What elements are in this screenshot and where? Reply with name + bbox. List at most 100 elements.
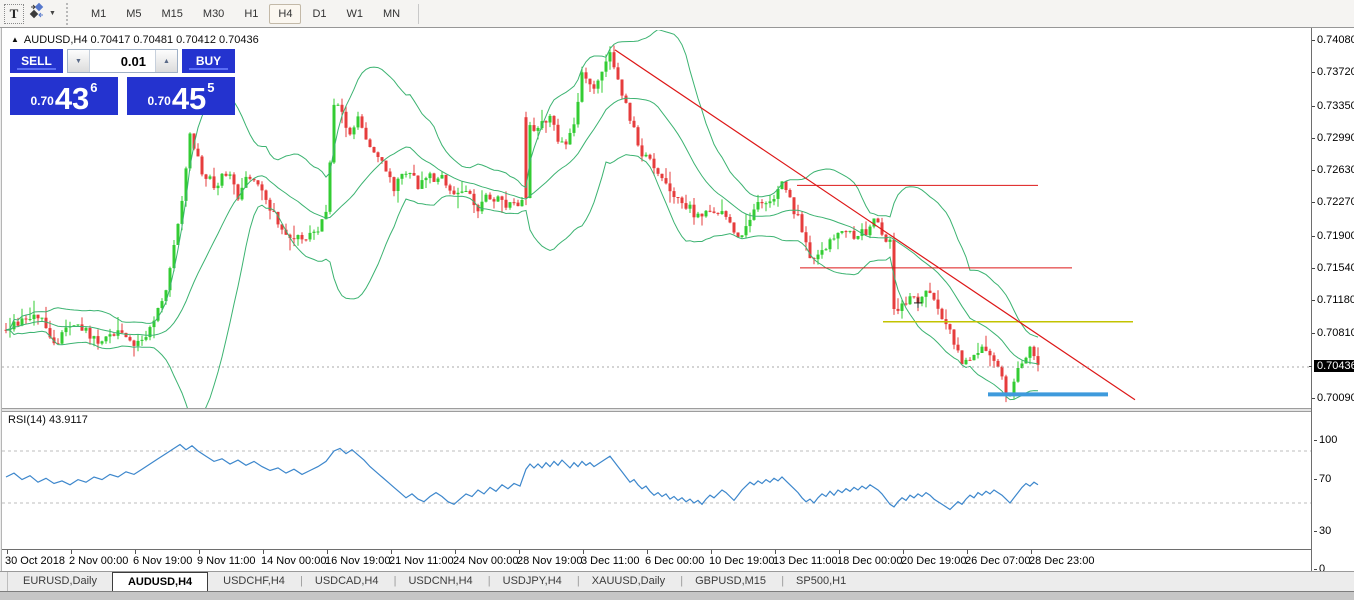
time-axis-tick	[263, 550, 264, 554]
collapse-triangle-icon[interactable]: ▲	[11, 35, 19, 44]
sell-price-tile[interactable]: 0.70 43 6	[10, 77, 118, 115]
buy-price-pip: 5	[207, 80, 215, 95]
timeframe-button-m15[interactable]: M15	[161, 7, 183, 20]
time-axis-label: 28 Dec 23:00	[1029, 555, 1095, 567]
volume-decrease-button[interactable]: ▼	[68, 50, 90, 72]
time-axis-label: 30 Oct 2018	[5, 555, 65, 567]
price-axis-label: 0.73720	[1312, 66, 1354, 78]
tab-audusd-h4[interactable]: AUDUSD,H4	[111, 572, 209, 591]
bollinger-lower	[5, 154, 1039, 408]
volume-input[interactable]: 0.01	[90, 50, 155, 72]
time-axis-tick	[7, 550, 8, 554]
time-axis-label: 20 Dec 19:00	[901, 555, 967, 567]
timeframe-group: M1 M5 M15 M30 H1 H4 D1 W1 MN	[81, 3, 410, 24]
toolbar-grip[interactable]	[65, 2, 73, 25]
arrows-tool-icon	[28, 2, 46, 25]
arrows-tool-button[interactable]: ▼	[28, 2, 56, 25]
time-axis-tick	[519, 550, 520, 554]
time-axis-label: 18 Dec 00:00	[837, 555, 903, 567]
tab-xauusd-daily[interactable]: XAUUSD,Daily	[577, 572, 684, 591]
time-axis-label: 10 Dec 19:00	[709, 555, 775, 567]
price-axis-label: 0.73350	[1312, 100, 1354, 112]
time-axis-label: 13 Dec 11:00	[773, 555, 838, 567]
timeframe-button-m1[interactable]: M1	[90, 7, 107, 20]
rsi-axis-label-30: 30	[1313, 525, 1332, 537]
tab-scroll-notch	[0, 572, 8, 591]
timeframe-button-m30[interactable]: M30	[202, 7, 225, 20]
timeframe-button-d1[interactable]: D1	[312, 7, 327, 20]
top-toolbar: T ▼ M1 M5 M15 M30 H1 H4 D1 W1 MN	[0, 0, 1354, 28]
time-axis-tick	[327, 550, 328, 554]
time-axis-label: 24 Nov 00:00	[453, 555, 519, 567]
time-axis-label: 26 Dec 07:00	[965, 555, 1031, 567]
time-axis-label: 2 Nov 00:00	[69, 555, 129, 567]
price-axis-label: 0.71900	[1312, 230, 1354, 242]
sell-price-pip: 6	[90, 80, 98, 95]
time-axis-tick	[1031, 550, 1032, 554]
price-axis[interactable]: 0.74080 0.73720 0.73350 0.72990 0.72630 0.722…	[1309, 28, 1354, 575]
timeframe-button-h1[interactable]: H1	[244, 7, 259, 20]
tab-usdjpy-h4[interactable]: USDJPY,H4	[488, 572, 580, 591]
tab-sp500-h1[interactable]: SP500,H1	[796, 575, 847, 587]
window-bottom-strip	[0, 591, 1354, 600]
bollinger-middle	[5, 97, 1039, 365]
time-axis-tick	[71, 550, 72, 554]
timeframe-button-mn[interactable]: MN	[383, 7, 401, 20]
time-axis-label: 6 Dec 00:00	[645, 555, 705, 567]
tab-eurusd-daily[interactable]: EURUSD,Daily	[8, 572, 115, 591]
buy-price-prefix: 0.70	[147, 94, 171, 108]
rsi-line	[5, 443, 1039, 511]
current-price-label: 0.70436	[1309, 359, 1354, 372]
time-axis-label: 6 Nov 19:00	[133, 555, 193, 567]
time-axis-tick	[967, 550, 968, 554]
time-axis-label: 28 Nov 19:00	[517, 555, 583, 567]
chart-left-edge	[0, 28, 2, 571]
time-axis-tick	[583, 550, 584, 554]
time-axis-tick	[135, 550, 136, 554]
sell-price-prefix: 0.70	[30, 94, 54, 108]
time-axis[interactable]: 30 Oct 2018 2 Nov 00:00 6 Nov 19:00 9 Nov 1…	[2, 549, 1311, 571]
time-axis-label: 21 Nov 11:00	[389, 555, 454, 567]
rsi-indicator-canvas[interactable]	[2, 412, 1311, 549]
candles-group	[4, 45, 1040, 403]
dropdown-caret-icon: ▼	[49, 10, 56, 17]
pane-splitter[interactable]	[2, 408, 1311, 412]
time-axis-tick	[711, 550, 712, 554]
bollinger-upper	[5, 30, 1039, 338]
price-axis-label: 0.74080	[1312, 34, 1354, 46]
symbol-ohlc-text: AUDUSD,H4 0.70417 0.70481 0.70412 0.7043…	[23, 34, 259, 46]
buy-price-tile[interactable]: 0.70 45 5	[127, 77, 235, 115]
toolbar-separator	[418, 3, 420, 24]
tab-gbpusd-m15[interactable]: GBPUSD,M15	[680, 572, 784, 591]
chart-title: ▲ AUDUSD,H4 0.70417 0.70481 0.70412 0.704…	[11, 34, 259, 46]
tab-usdchf-h4[interactable]: USDCHF,H4	[208, 572, 302, 591]
price-axis-label: 0.72630	[1312, 164, 1354, 176]
text-tool-button[interactable]: T	[4, 3, 24, 24]
time-axis-tick	[391, 550, 392, 554]
buy-button[interactable]: BUY	[182, 49, 235, 73]
tab-usdcnh-h4[interactable]: USDCNH,H4	[393, 572, 490, 591]
time-axis-tick	[455, 550, 456, 554]
volume-increase-button[interactable]: ▲	[155, 50, 177, 72]
one-click-trading-panel: SELL ▼ 0.01 ▲ BUY 0.70 43 6 0.70 45 5	[10, 49, 235, 115]
time-axis-label: 9 Nov 11:00	[197, 555, 256, 567]
chart-tab-bar: EURUSD,DailyAUDUSD,H4USDCHF,H4USDCAD,H4U…	[0, 571, 1354, 591]
timeframe-button-h4[interactable]: H4	[269, 3, 302, 24]
price-axis-label: 0.72270	[1312, 196, 1354, 208]
rsi-label: RSI(14) 43.9117	[8, 414, 88, 426]
time-axis-tick	[199, 550, 200, 554]
sell-button[interactable]: SELL	[10, 49, 63, 73]
time-axis-label: 3 Dec 11:00	[581, 555, 640, 567]
buy-price-big: 45	[171, 81, 207, 116]
timeframe-button-w1[interactable]: W1	[346, 7, 364, 20]
time-axis-tick	[775, 550, 776, 554]
price-axis-label: 0.70090	[1312, 392, 1354, 404]
time-axis-tick	[903, 550, 904, 554]
time-axis-tick	[839, 550, 840, 554]
descending-trendline	[614, 49, 1136, 401]
volume-stepper: ▼ 0.01 ▲	[67, 49, 178, 73]
time-axis-label: 14 Nov 00:00	[261, 555, 327, 567]
timeframe-button-m5[interactable]: M5	[126, 7, 142, 20]
tab-usdcad-h4[interactable]: USDCAD,H4	[300, 572, 396, 591]
rsi-axis-label-0: 0	[1313, 563, 1326, 575]
